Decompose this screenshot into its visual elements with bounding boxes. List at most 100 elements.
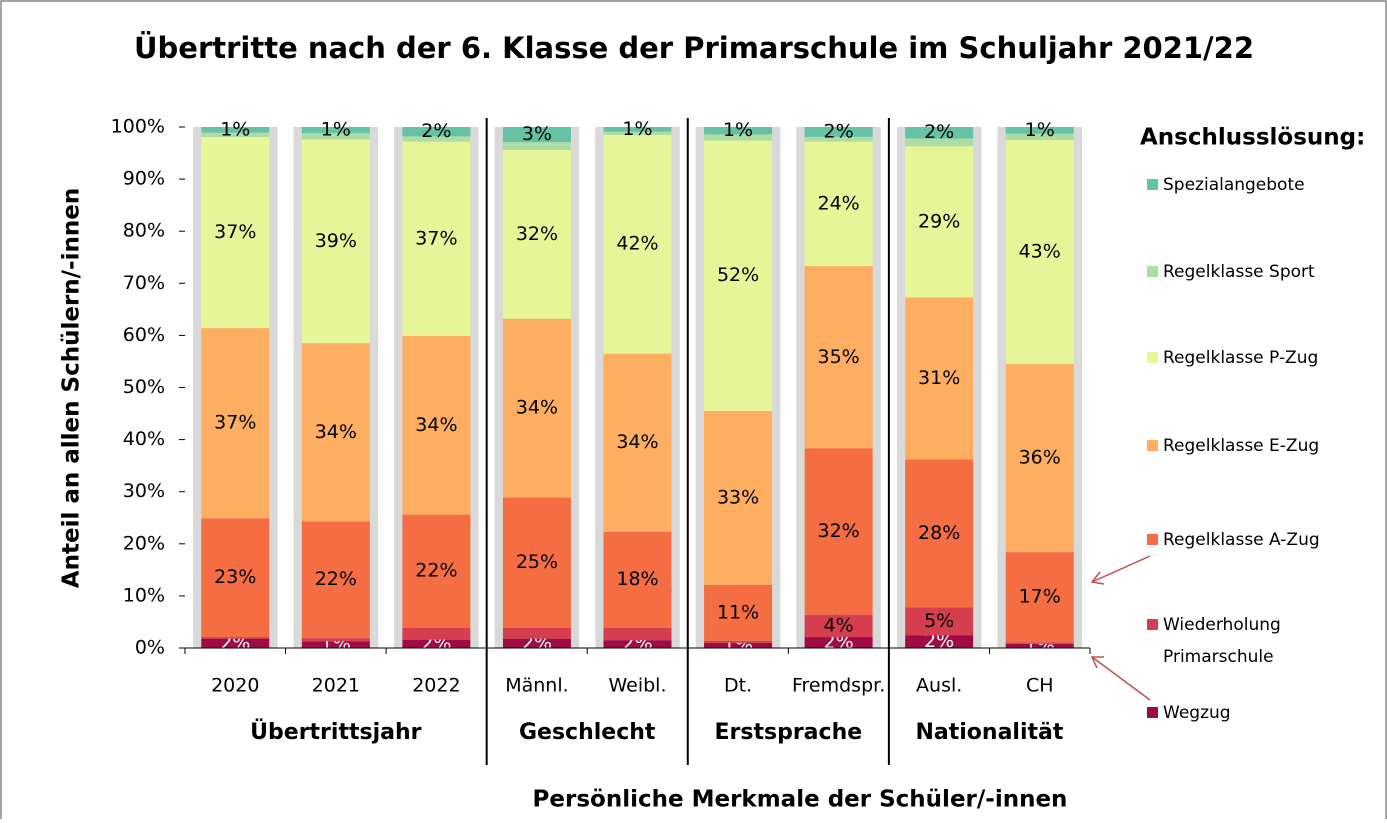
bar-segment — [905, 635, 974, 648]
bar-segment — [704, 140, 773, 411]
legend-swatch — [1147, 266, 1158, 277]
chart-title: Übertritte nach der 6. Klasse der Primar… — [134, 31, 1254, 65]
bar-segment — [502, 149, 571, 319]
value-label: 22% — [415, 560, 457, 582]
bar-segment — [402, 639, 471, 648]
bar-segment — [301, 521, 370, 639]
value-label: 34% — [516, 397, 558, 419]
legend-label: Spezialangebote — [1163, 175, 1305, 195]
bar-segment — [301, 638, 370, 642]
bar-segment — [804, 266, 873, 449]
legend-swatch — [1147, 440, 1158, 451]
legend-swatch — [1147, 179, 1158, 190]
bar-segment — [905, 127, 974, 139]
y-tick-label: 10% — [123, 584, 165, 606]
bar-segment — [201, 136, 270, 329]
x-tick-label: Ausl. — [916, 675, 962, 697]
x-tick-label: Fremdspr. — [792, 675, 885, 697]
legend-swatch — [1147, 707, 1158, 718]
bar-segment — [1005, 642, 1074, 644]
y-axis-title: Anteil an allen Schülern/-innen — [59, 188, 85, 588]
bar-segment — [704, 134, 773, 141]
bar-segment — [905, 607, 974, 636]
bar-segment — [201, 637, 270, 639]
bar-segment — [502, 638, 571, 648]
value-label: 24% — [817, 192, 859, 214]
bar-segment — [1005, 364, 1074, 553]
bar-segment — [1005, 643, 1074, 648]
bar-segment — [804, 141, 873, 267]
bar-segment — [804, 448, 873, 615]
bar-segment — [704, 642, 773, 648]
arrow-head — [1090, 656, 1104, 669]
value-label: 2% — [924, 630, 954, 652]
value-label: 17% — [1019, 586, 1061, 608]
bar-segment — [201, 127, 270, 133]
value-label: 1% — [1025, 119, 1055, 141]
bar-segment — [402, 141, 471, 336]
bar-segment — [201, 132, 270, 137]
value-label: 32% — [817, 520, 859, 542]
y-tick-label: 60% — [123, 324, 165, 346]
bar-segment — [603, 131, 672, 135]
value-label: 25% — [516, 551, 558, 573]
bar-segment — [402, 627, 471, 640]
bar-segment — [301, 133, 370, 140]
bar-segment — [301, 641, 370, 648]
x-tick-label: Weibl. — [608, 675, 666, 697]
legend-label: Wegzug — [1163, 703, 1231, 723]
arrow — [1091, 656, 1151, 701]
value-label: 3% — [522, 123, 552, 145]
y-tick-label: 20% — [123, 532, 165, 554]
x-tick-label: Männl. — [505, 675, 568, 697]
value-label: 28% — [918, 522, 960, 544]
value-label: 34% — [616, 431, 658, 453]
bar-segment — [804, 637, 873, 648]
group-label: Erstsprache — [715, 720, 863, 745]
bar-segment — [704, 127, 773, 135]
x-axis-title: Persönliche Merkmale der Schüler/-innen — [533, 787, 1068, 813]
value-label: 2% — [824, 120, 854, 142]
bar-segment — [201, 518, 270, 638]
y-tick-label: 30% — [123, 480, 165, 502]
bar-segment — [1005, 140, 1074, 365]
bar-segment — [201, 328, 270, 519]
value-label: 31% — [918, 367, 960, 389]
value-label: 1% — [723, 119, 753, 141]
bar-segment — [301, 139, 370, 344]
value-label: 2% — [421, 120, 451, 142]
value-label: 37% — [415, 227, 457, 249]
bar-segment — [704, 584, 773, 641]
bar-segment — [402, 514, 471, 628]
bar-segment — [603, 640, 672, 648]
bar-segment — [905, 459, 974, 608]
value-label: 32% — [516, 223, 558, 245]
value-label: 5% — [924, 610, 954, 632]
bar-segment — [502, 627, 571, 639]
bar-segment — [905, 138, 974, 147]
legend-label: Regelklasse P-Zug — [1163, 348, 1318, 368]
value-label: 23% — [214, 566, 256, 588]
legend-label: Regelklasse E-Zug — [1163, 436, 1319, 456]
bar-segment — [1005, 127, 1074, 134]
value-label: 43% — [1019, 241, 1061, 263]
bar-segment — [201, 638, 270, 648]
bar-segment — [502, 127, 571, 143]
y-tick-label: 40% — [123, 428, 165, 450]
bar-segment — [603, 627, 672, 641]
arrow-head — [1090, 571, 1105, 585]
arrow — [1091, 555, 1151, 583]
legend-title: Anschlusslösung: — [1140, 125, 1365, 151]
y-tick-label: 0% — [135, 637, 165, 659]
x-tick-label: 2021 — [312, 675, 360, 697]
bar-segment — [1005, 552, 1074, 643]
bar-segment — [402, 136, 471, 142]
bar-segment — [502, 318, 571, 498]
bar-segment — [704, 410, 773, 585]
legend-label: Regelklasse Sport — [1163, 262, 1315, 282]
group-label: Geschlecht — [519, 720, 656, 745]
value-label: 1% — [321, 119, 351, 141]
x-tick-label: 2020 — [211, 675, 259, 697]
